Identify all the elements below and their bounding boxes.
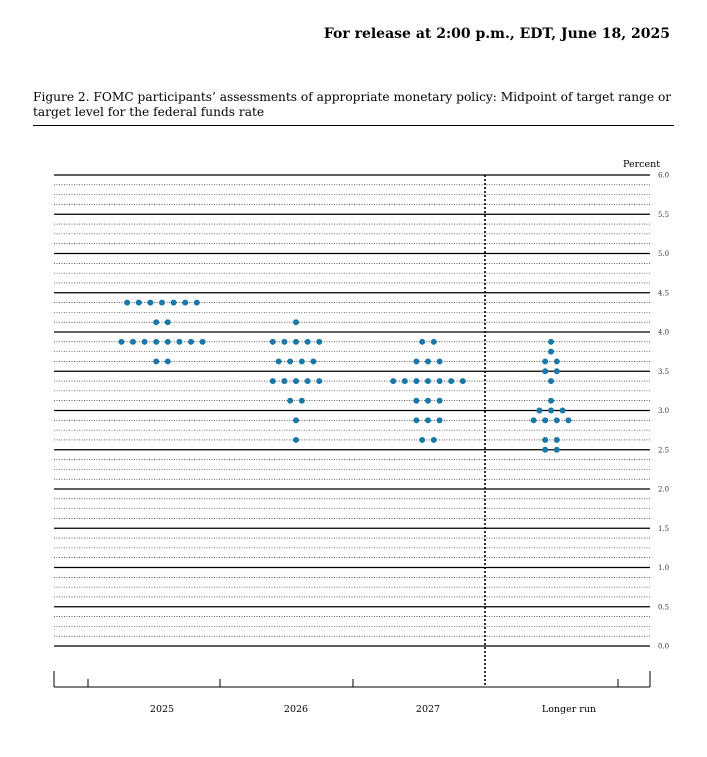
participant-dot — [548, 338, 554, 345]
participant-dot — [316, 378, 323, 385]
x-category-label: 2027 — [416, 704, 440, 715]
participant-dot — [281, 378, 288, 385]
participant-dot — [536, 407, 543, 414]
participant-dot — [188, 338, 194, 345]
participant-dot — [164, 358, 171, 365]
participant-dot — [176, 338, 183, 345]
y-tick-label: 3.0 — [658, 407, 669, 415]
participant-dot — [548, 378, 554, 385]
participant-dot — [413, 378, 420, 385]
participant-dot — [141, 338, 148, 345]
participant-dot — [304, 338, 311, 345]
participant-dot — [118, 338, 125, 345]
participant-dot — [293, 338, 299, 345]
participant-dot — [542, 358, 549, 365]
participant-dot — [436, 378, 443, 385]
participant-dot — [413, 417, 420, 424]
participant-dot — [287, 397, 294, 404]
participant-dot — [548, 348, 554, 355]
participant-dot — [553, 417, 560, 424]
participant-dot — [459, 378, 466, 385]
participant-dot — [542, 436, 549, 443]
y-tick-label: 0.5 — [658, 603, 669, 611]
y-tick-label: 2.5 — [658, 446, 669, 454]
y-tick-label: 4.5 — [658, 289, 669, 297]
participant-dot — [281, 338, 288, 345]
participant-dot — [153, 358, 160, 365]
participant-dot — [425, 378, 431, 385]
participant-dot — [159, 299, 165, 306]
y-tick-label: 3.5 — [658, 368, 669, 376]
participant-dot — [130, 338, 136, 345]
participant-dot — [565, 417, 572, 424]
y-tick-label: 2.0 — [658, 486, 669, 494]
participant-dot — [530, 417, 537, 424]
participant-dot — [448, 378, 455, 385]
participant-dot — [170, 299, 177, 306]
participant-dot — [135, 299, 142, 306]
participant-dot — [287, 358, 294, 365]
participant-dot — [147, 299, 154, 306]
y-tick-label: 1.5 — [658, 525, 669, 533]
participant-dot — [401, 378, 408, 385]
participant-dot — [193, 299, 200, 306]
participant-dot — [413, 397, 420, 404]
y-axis-label: Percent — [623, 159, 660, 170]
participant-dot — [436, 358, 443, 365]
participant-dot — [436, 417, 443, 424]
participant-dot — [436, 397, 443, 404]
x-category-label: 2026 — [284, 704, 308, 715]
figure-caption: Figure 2. FOMC participants’ assessments… — [33, 90, 672, 119]
y-tick-label: 1.0 — [658, 564, 669, 572]
x-category-label: 2025 — [150, 704, 174, 715]
y-tick-label: 5.0 — [658, 250, 669, 258]
participant-dot — [293, 436, 299, 443]
participant-dot — [553, 446, 560, 453]
participant-dot — [153, 319, 160, 326]
y-tick-label: 4.0 — [658, 329, 669, 337]
participant-dot — [293, 417, 299, 424]
participant-dot — [413, 358, 420, 365]
caption-rule — [33, 125, 674, 126]
participant-dot — [548, 397, 554, 404]
y-tick-label: 6.0 — [658, 172, 669, 180]
participant-dot — [425, 417, 431, 424]
y-tick-label: 0.0 — [658, 643, 669, 651]
release-line: For release at 2:00 p.m., EDT, June 18, … — [323, 26, 670, 42]
y-tick-label: 5.5 — [658, 211, 669, 219]
participant-dot — [298, 358, 305, 365]
participant-dot — [548, 407, 554, 414]
participant-dot — [164, 338, 171, 345]
participant-dot — [553, 368, 560, 375]
participant-dot — [390, 378, 397, 385]
participant-dot — [553, 358, 560, 365]
participant-dot — [153, 338, 160, 345]
participant-dot — [419, 436, 426, 443]
participant-dot — [316, 338, 323, 345]
participant-dot — [275, 358, 282, 365]
participant-dot — [542, 417, 549, 424]
participant-dot — [199, 338, 206, 345]
participant-dot — [124, 299, 131, 306]
participant-dot — [293, 319, 299, 326]
participant-dot — [298, 397, 305, 404]
participant-dot — [430, 338, 437, 345]
participant-dot — [430, 436, 437, 443]
participant-dot — [269, 378, 276, 385]
participant-dot — [425, 397, 431, 404]
participant-dot — [419, 338, 426, 345]
participant-dot — [542, 368, 549, 375]
participant-dot — [164, 319, 171, 326]
participant-dot — [542, 446, 549, 453]
participant-dot — [425, 358, 431, 365]
participant-dot — [310, 358, 317, 365]
participant-dot — [559, 407, 566, 414]
x-category-label: Longer run — [542, 704, 596, 715]
participant-dot — [553, 436, 560, 443]
participant-dot — [293, 378, 299, 385]
participant-dot — [182, 299, 189, 306]
participant-dot — [304, 378, 311, 385]
participant-dot — [269, 338, 276, 345]
